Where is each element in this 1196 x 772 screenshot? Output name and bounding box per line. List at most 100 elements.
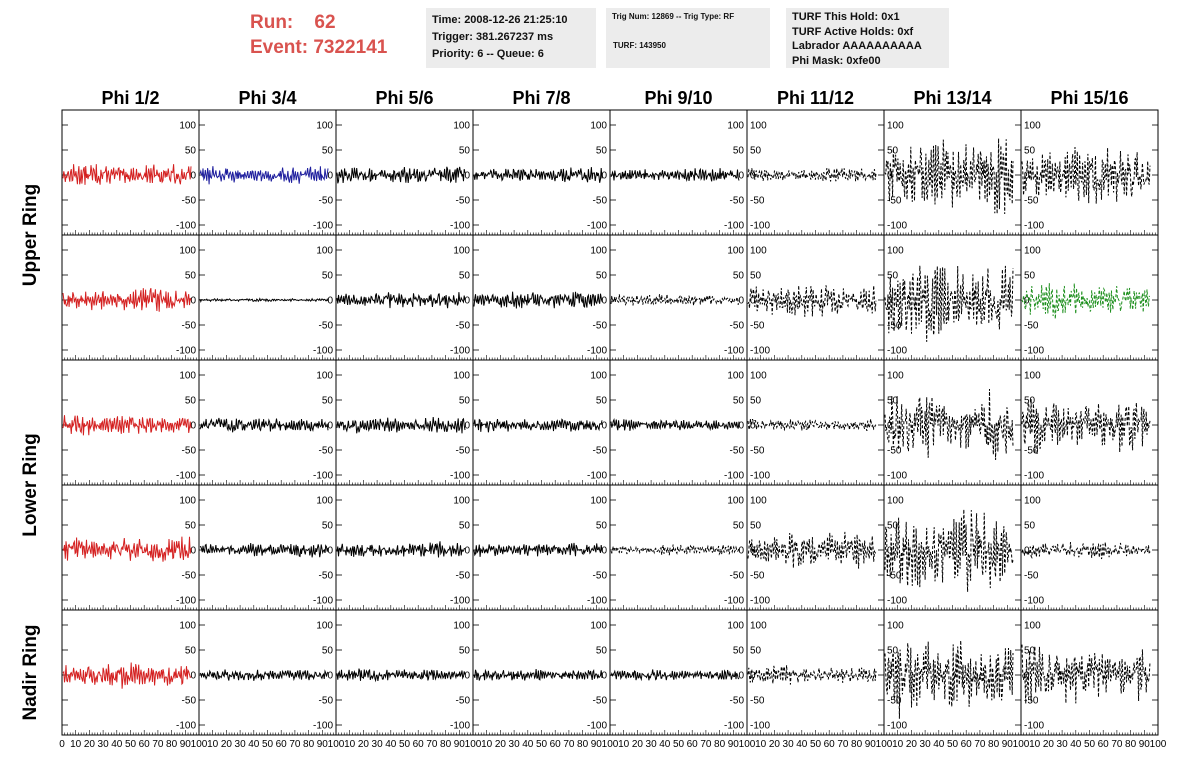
x-tick-label: 70 xyxy=(700,739,712,750)
y-tick-label: 50 xyxy=(750,396,762,407)
x-tick-label: 30 xyxy=(920,739,932,750)
y-tick-label: 0 xyxy=(190,421,196,432)
y-tick-label: 0 xyxy=(887,671,893,682)
x-tick-label: 90 xyxy=(728,739,740,750)
labrador-line: Labrador AAAAAAAAAA xyxy=(792,40,922,52)
y-tick-label: -100 xyxy=(724,346,744,357)
y-tick-label: -100 xyxy=(587,221,607,232)
x-tick-label: 40 xyxy=(796,739,808,750)
y-tick-label: 0 xyxy=(601,421,607,432)
waveform-trace xyxy=(747,168,877,182)
x-tick-label: 30 xyxy=(1057,739,1069,750)
y-tick-label: -100 xyxy=(1024,596,1044,607)
x-tick-label: 20 xyxy=(632,739,644,750)
x-tick-label: 80 xyxy=(577,739,589,750)
waveform-trace xyxy=(884,388,1014,461)
ring-label: Lower Ring xyxy=(20,433,41,536)
waveform-trace xyxy=(336,541,466,558)
x-tick-label: 90 xyxy=(865,739,877,750)
y-tick-label: -50 xyxy=(887,446,902,457)
y-tick-label: -100 xyxy=(1024,221,1044,232)
x-tick-label: 10 xyxy=(481,739,493,750)
waveform-trace xyxy=(747,418,877,432)
y-tick-label: -50 xyxy=(182,446,197,457)
x-tick-label: 50 xyxy=(1084,739,1096,750)
trig-num-line: Trig Num: 12869 -- Trig Type: RF xyxy=(612,12,735,21)
x-tick-label: 80 xyxy=(303,739,315,750)
y-tick-label: -50 xyxy=(887,696,902,707)
y-tick-label: 0 xyxy=(464,671,470,682)
y-tick-label: 50 xyxy=(733,396,745,407)
y-tick-label: 50 xyxy=(750,646,762,657)
run-row: Run: 62 xyxy=(250,10,387,35)
turf-info-box: TURF This Hold: 0x1 TURF Active Holds: 0… xyxy=(786,8,949,68)
waveform-trace xyxy=(199,669,329,682)
y-tick-label: 0 xyxy=(601,296,607,307)
run-label: Run: xyxy=(250,12,294,33)
x-tick-label: 70 xyxy=(152,739,164,750)
time-line: Time: 2008-12-26 21:25:10 xyxy=(432,14,568,26)
x-tick-label: 10 xyxy=(344,739,356,750)
x-tick-label: 100 xyxy=(328,739,345,750)
y-tick-label: 0 xyxy=(327,296,333,307)
y-tick-label: 50 xyxy=(733,271,745,282)
y-tick-label: 0 xyxy=(738,421,744,432)
y-tick-label: -100 xyxy=(450,721,470,732)
y-tick-label: 50 xyxy=(1024,646,1036,657)
y-tick-label: 100 xyxy=(179,621,196,632)
y-tick-label: 0 xyxy=(1024,671,1030,682)
x-tick-label: 70 xyxy=(837,739,849,750)
y-tick-label: -100 xyxy=(313,471,333,482)
x-tick-label: 80 xyxy=(988,739,1000,750)
y-tick-label: 0 xyxy=(327,171,333,182)
x-tick-label: 70 xyxy=(289,739,301,750)
waveform-trace xyxy=(610,417,740,432)
waveform-trace xyxy=(336,417,466,434)
y-tick-label: 50 xyxy=(733,146,745,157)
y-tick-label: -50 xyxy=(593,196,608,207)
x-tick-label: 30 xyxy=(509,739,521,750)
y-tick-label: -100 xyxy=(176,596,196,607)
y-tick-label: 0 xyxy=(464,421,470,432)
x-tick-label: 100 xyxy=(465,739,482,750)
y-tick-label: 0 xyxy=(190,546,196,557)
x-tick-label: 10 xyxy=(70,739,82,750)
x-tick-label: 50 xyxy=(947,739,959,750)
y-tick-label: 50 xyxy=(322,271,334,282)
panel-frame xyxy=(746,109,885,236)
y-tick-label: 0 xyxy=(327,546,333,557)
y-tick-label: 100 xyxy=(453,371,470,382)
x-tick-label: 80 xyxy=(1125,739,1137,750)
x-tick-label: 60 xyxy=(687,739,699,750)
y-tick-label: -100 xyxy=(724,221,744,232)
phi-mask-line: Phi Mask: 0xfe00 xyxy=(792,54,881,67)
y-tick-label: 0 xyxy=(750,421,756,432)
x-tick-label: 60 xyxy=(413,739,425,750)
ring-label: Upper Ring xyxy=(20,184,41,286)
x-tick-label: 90 xyxy=(454,739,466,750)
y-tick-label: 50 xyxy=(596,646,608,657)
y-tick-label: -100 xyxy=(176,346,196,357)
x-tick-label: 40 xyxy=(933,739,945,750)
x-tick-label: 20 xyxy=(221,739,233,750)
x-tick-label: 20 xyxy=(906,739,918,750)
x-tick-label: 10 xyxy=(755,739,767,750)
waveform-trace xyxy=(199,297,329,303)
y-tick-label: -50 xyxy=(182,196,197,207)
y-tick-label: 100 xyxy=(590,621,607,632)
y-tick-label: 0 xyxy=(1024,421,1030,432)
y-tick-label: -50 xyxy=(593,446,608,457)
y-tick-label: 50 xyxy=(733,521,745,532)
x-tick-label: 30 xyxy=(646,739,658,750)
y-tick-label: -50 xyxy=(593,321,608,332)
y-tick-label: 0 xyxy=(887,421,893,432)
x-tick-label: 40 xyxy=(385,739,397,750)
y-tick-label: -50 xyxy=(1024,446,1039,457)
y-tick-label: 50 xyxy=(322,146,334,157)
y-tick-label: 0 xyxy=(1024,296,1030,307)
waveform-trace xyxy=(199,417,329,433)
y-tick-label: 100 xyxy=(887,121,904,132)
y-tick-label: 100 xyxy=(750,621,767,632)
column-header: Phi 13/14 xyxy=(913,88,991,108)
